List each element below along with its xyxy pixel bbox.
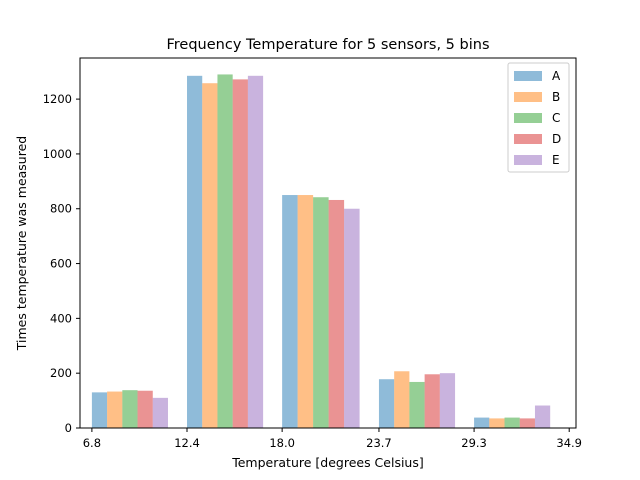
bar-E-bin-1 [152,397,168,428]
x-tick-label: 34.9 [556,436,582,450]
bar-B-bin-4 [394,371,410,428]
bar-D-bin-2 [232,79,248,428]
legend-swatch-A [514,71,542,81]
legend-label-C: C [552,111,560,125]
bar-C-bin-3 [313,197,329,428]
y-tick-label: 1000 [43,147,72,161]
bar-A-bin-2 [187,75,203,428]
bar-D-bin-5 [519,418,535,428]
chart-title: Frequency Temperature for 5 sensors, 5 b… [167,37,490,53]
y-tick-label: 0 [65,421,72,435]
x-tick-label: 18.0 [269,436,295,450]
bar-C-bin-1 [122,390,138,428]
legend-swatch-D [514,134,542,144]
bar-B-bin-5 [489,418,505,428]
legend-label-D: D [552,132,561,146]
x-tick-label: 29.3 [461,436,487,450]
x-tick-label: 23.7 [366,436,392,450]
x-tick-label: 12.4 [174,436,200,450]
bar-D-bin-1 [137,390,153,428]
bar-B-bin-3 [297,195,314,428]
x-axis: 6.8 12.4 18.0 23.7 29.3 34.9 [83,428,582,450]
legend-label-B: B [552,90,560,104]
bar-E-bin-2 [247,75,264,428]
bar-D-bin-4 [424,374,440,428]
x-tick-label: 6.8 [83,436,101,450]
bars-group [91,74,551,428]
y-axis: 0 200 400 600 800 1000 1200 [43,92,80,435]
bar-A-bin-1 [91,392,108,428]
bar-A-bin-3 [282,195,298,428]
y-tick-label: 600 [50,257,72,271]
legend-label-E: E [552,153,560,167]
bar-C-bin-2 [217,74,233,428]
bar-C-bin-5 [504,417,520,428]
x-axis-label: Temperature [degrees Celsius] [231,455,424,470]
y-tick-label: 1200 [43,92,72,106]
bar-E-bin-4 [439,373,456,428]
legend-label-A: A [552,69,561,83]
y-tick-label: 400 [50,311,72,325]
y-tick-label: 800 [50,202,72,216]
bar-D-bin-3 [328,199,345,428]
plot-area-frame [79,57,577,429]
bar-A-bin-5 [474,417,490,428]
bar-B-bin-1 [107,391,123,428]
legend-swatch-C [514,113,542,123]
bar-E-bin-3 [344,208,360,428]
y-tick-label: 200 [50,366,72,380]
legend-swatch-B [514,92,542,102]
bar-A-bin-4 [378,379,395,428]
bar-B-bin-2 [202,83,218,428]
y-axis-label: Times temperature was measured [14,136,29,351]
bar-C-bin-4 [409,381,425,428]
bar-E-bin-5 [534,405,551,428]
legend-swatch-E [514,155,542,165]
